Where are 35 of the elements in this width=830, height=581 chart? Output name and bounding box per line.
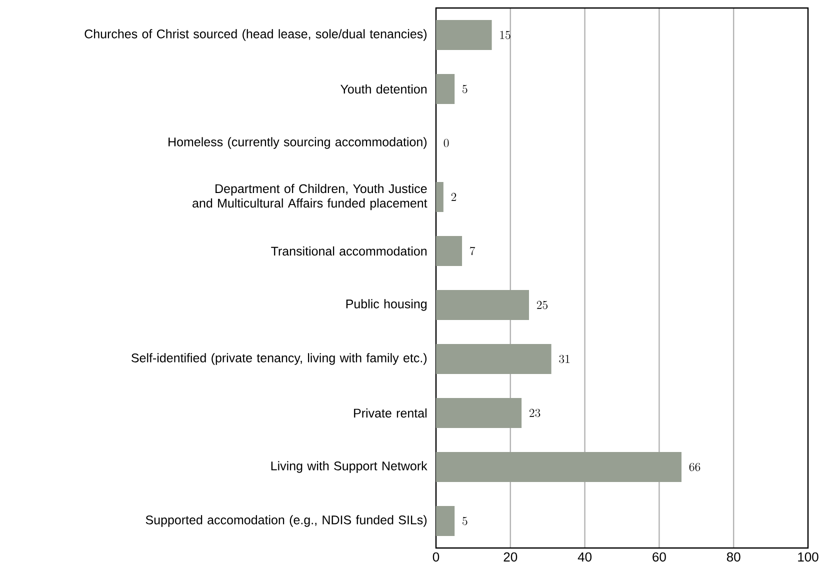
data-label: 5 [462, 516, 468, 526]
y-tick-label: Supported accomodation (e.g., NDIS funded SILs) [146, 515, 427, 527]
data-label: 5 [462, 84, 468, 94]
bar [436, 74, 455, 104]
y-tick-label: Living with Support Network [271, 461, 428, 473]
bar [436, 20, 492, 50]
bar [436, 452, 682, 482]
bar [436, 290, 529, 320]
bar [436, 236, 462, 266]
y-tick-label: Churches of Christ sourced (head lease, sole/dual tenancies) [84, 29, 427, 41]
y-tick-label: Youth detention [340, 84, 427, 94]
x-tick-label: 80 [726, 552, 740, 562]
data-label: 7 [470, 246, 476, 256]
data-label: 25 [536, 300, 548, 310]
y-tick-label: Transitional accommodation [271, 246, 427, 256]
y-tick-label: Department of Children, Youth Justice and Multicultural Affairs funded placement [192, 184, 428, 210]
data-label: 2 [451, 192, 456, 201]
y-tick-label: Homeless (currently sourcing accommodation) [168, 137, 427, 149]
x-tick-label: 0 [432, 552, 440, 562]
x-tick-label: 40 [578, 552, 592, 562]
data-label: 0 [444, 138, 449, 148]
x-tick-label: 100 [798, 552, 818, 562]
y-tick-label: Self-identified (private tenancy, living with family etc.) [132, 353, 427, 365]
data-label: 66 [689, 462, 700, 472]
x-tick-label: 60 [652, 552, 666, 562]
bar [436, 182, 444, 212]
data-label: 31 [559, 354, 570, 364]
bar [436, 344, 552, 374]
data-label: 23 [530, 408, 540, 418]
data-label: 15 [500, 30, 510, 40]
x-tick-label: 20 [504, 552, 518, 562]
y-tick-label: Public housing [346, 299, 427, 311]
bar [436, 398, 522, 428]
bar [436, 506, 455, 536]
y-tick-label: Private rental [354, 408, 427, 418]
